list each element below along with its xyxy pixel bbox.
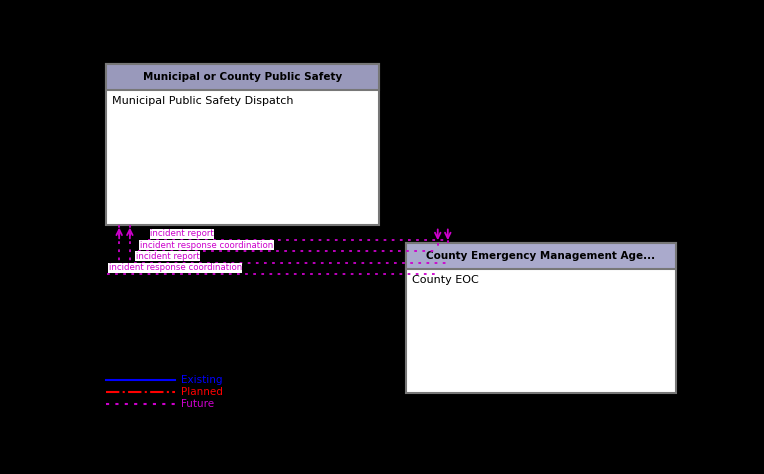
Text: incident report: incident report <box>150 229 214 238</box>
Bar <box>106 64 378 225</box>
Text: Municipal or County Public Safety: Municipal or County Public Safety <box>143 73 342 82</box>
Text: Municipal Public Safety Dispatch: Municipal Public Safety Dispatch <box>112 96 293 106</box>
Bar <box>406 243 676 392</box>
Text: incident response coordination: incident response coordination <box>108 263 241 272</box>
Bar <box>106 64 378 91</box>
Text: County Emergency Management Age...: County Emergency Management Age... <box>426 251 656 261</box>
Text: Future: Future <box>181 399 215 409</box>
Text: Existing: Existing <box>181 375 223 385</box>
Text: County EOC: County EOC <box>413 275 479 285</box>
Bar <box>406 243 676 269</box>
Text: incident response coordination: incident response coordination <box>140 241 274 250</box>
Text: Planned: Planned <box>181 387 223 397</box>
Text: incident report: incident report <box>136 252 199 261</box>
